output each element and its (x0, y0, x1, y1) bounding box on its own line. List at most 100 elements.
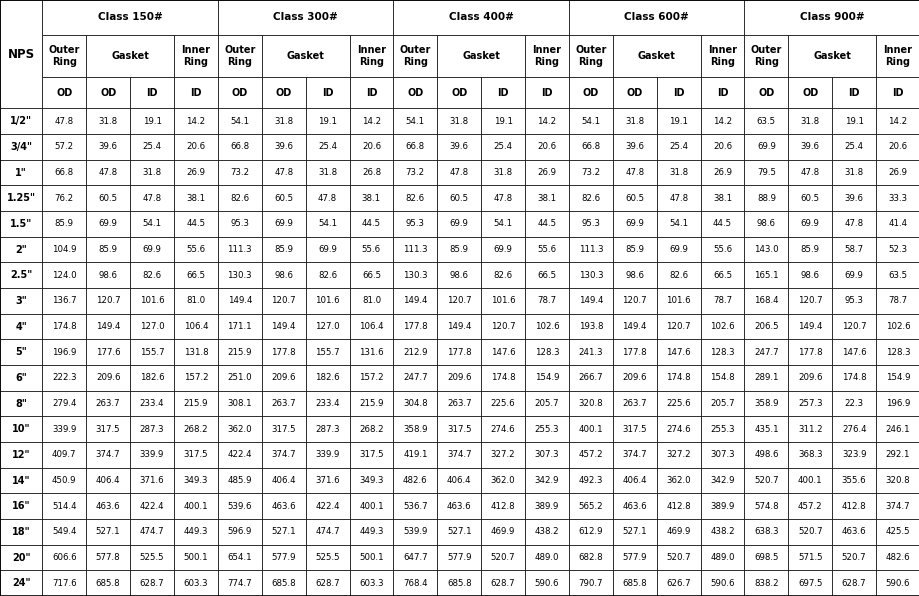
Text: 571.5: 571.5 (797, 553, 822, 562)
Bar (349, 35, 393, 77)
Text: 31.8: 31.8 (449, 117, 469, 126)
Text: 66.8: 66.8 (230, 142, 249, 151)
Text: 69.9: 69.9 (844, 271, 863, 280)
Text: 489.0: 489.0 (534, 553, 559, 562)
Bar (42, 108, 86, 134)
Bar (174, 35, 218, 77)
Bar (305, 417, 349, 442)
Text: 371.6: 371.6 (315, 476, 339, 485)
Text: 58.7: 58.7 (844, 245, 863, 254)
Text: 268.2: 268.2 (358, 425, 383, 434)
Bar (437, 134, 481, 160)
Text: 73.2: 73.2 (581, 168, 600, 177)
Bar (700, 493, 743, 519)
Text: 371.6: 371.6 (140, 476, 165, 485)
Text: 320.8: 320.8 (578, 399, 603, 408)
Text: 22.3: 22.3 (844, 399, 863, 408)
Text: 438.2: 438.2 (534, 527, 559, 536)
Bar (86, 185, 130, 211)
Bar (875, 77, 919, 108)
Bar (832, 160, 875, 185)
Bar (525, 313, 568, 339)
Bar (130, 108, 174, 134)
Bar (42, 237, 86, 262)
Text: 374.7: 374.7 (885, 502, 910, 511)
Text: 577.8: 577.8 (96, 553, 120, 562)
Bar (743, 262, 788, 288)
Text: 102.6: 102.6 (885, 322, 910, 331)
Text: 25.4: 25.4 (318, 142, 336, 151)
Text: 44.5: 44.5 (361, 219, 380, 228)
Text: 482.6: 482.6 (885, 553, 910, 562)
Text: 612.9: 612.9 (578, 527, 603, 536)
Bar (86, 442, 130, 468)
Text: 55.6: 55.6 (361, 245, 380, 254)
Bar (875, 365, 919, 391)
Bar (305, 468, 349, 493)
Text: 215.9: 215.9 (184, 399, 208, 408)
Bar (568, 35, 612, 77)
Bar (656, 160, 700, 185)
Bar (656, 313, 700, 339)
Text: 406.4: 406.4 (447, 476, 471, 485)
Bar (788, 417, 832, 442)
Bar (262, 545, 305, 570)
Bar (612, 185, 656, 211)
Bar (42, 313, 86, 339)
Text: 20.6: 20.6 (712, 142, 732, 151)
Bar (568, 211, 612, 237)
Text: 25.4: 25.4 (142, 142, 162, 151)
Bar (349, 339, 393, 365)
Text: 317.5: 317.5 (96, 425, 120, 434)
Text: 24": 24" (12, 578, 30, 588)
Bar (218, 570, 262, 596)
Bar (174, 288, 218, 313)
Bar (218, 313, 262, 339)
Text: 95.3: 95.3 (844, 296, 863, 305)
Bar (174, 519, 218, 545)
Text: 697.5: 697.5 (797, 579, 822, 588)
Text: 60.5: 60.5 (98, 194, 118, 203)
Text: ID: ID (716, 88, 728, 98)
Bar (700, 77, 743, 108)
Bar (525, 211, 568, 237)
Text: 69.9: 69.9 (800, 219, 819, 228)
Text: 130.3: 130.3 (227, 271, 252, 280)
Bar (0, 365, 42, 391)
Text: 154.8: 154.8 (709, 374, 734, 383)
Text: Gasket: Gasket (287, 51, 324, 61)
Bar (656, 417, 700, 442)
Bar (700, 545, 743, 570)
Bar (525, 262, 568, 288)
Bar (568, 570, 612, 596)
Text: 241.3: 241.3 (578, 347, 603, 357)
Text: 31.8: 31.8 (142, 168, 162, 177)
Bar (656, 77, 700, 108)
Bar (656, 391, 700, 417)
Bar (42, 493, 86, 519)
Bar (174, 77, 218, 108)
Text: 69.9: 69.9 (625, 219, 643, 228)
Text: 463.6: 463.6 (841, 527, 866, 536)
Bar (174, 160, 218, 185)
Bar (612, 288, 656, 313)
Text: 276.4: 276.4 (841, 425, 866, 434)
Bar (656, 545, 700, 570)
Bar (612, 77, 656, 108)
Bar (568, 391, 612, 417)
Text: 120.7: 120.7 (490, 322, 515, 331)
Text: 389.9: 389.9 (709, 502, 734, 511)
Bar (42, 0, 218, 35)
Bar (262, 211, 305, 237)
Text: Inner
Ring: Inner Ring (357, 45, 386, 67)
Text: 489.0: 489.0 (709, 553, 734, 562)
Text: 206.5: 206.5 (754, 322, 777, 331)
Text: 25.4: 25.4 (493, 142, 512, 151)
Bar (875, 108, 919, 134)
Bar (481, 108, 525, 134)
Text: 438.2: 438.2 (709, 527, 734, 536)
Text: 457.2: 457.2 (797, 502, 822, 511)
Text: ID: ID (322, 88, 333, 98)
Bar (262, 237, 305, 262)
Bar (700, 519, 743, 545)
